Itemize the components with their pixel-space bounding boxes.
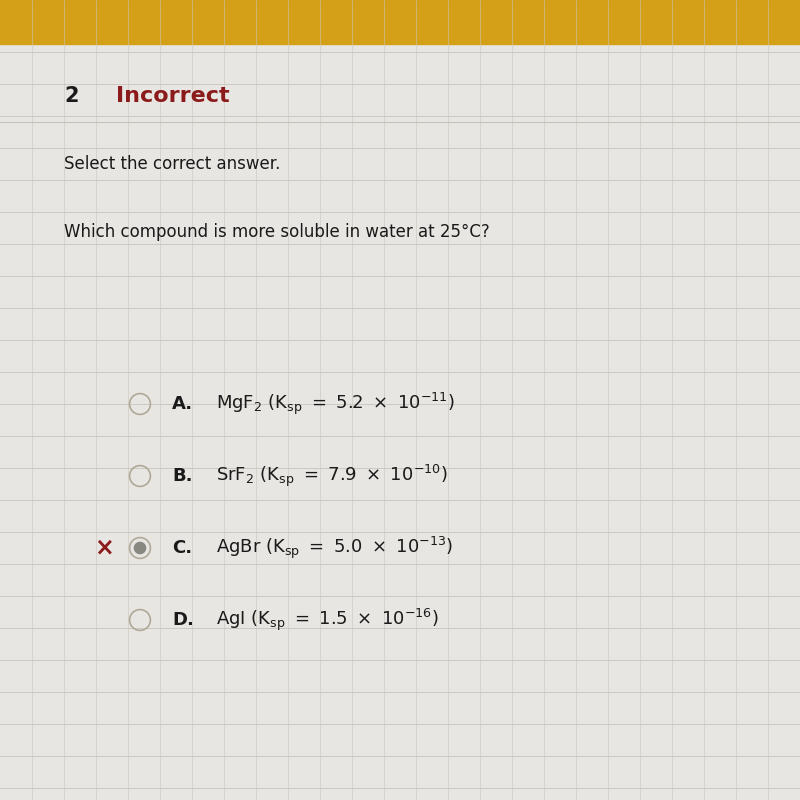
- Text: D.: D.: [172, 611, 194, 629]
- Text: ×: ×: [94, 536, 114, 560]
- Text: B.: B.: [172, 467, 193, 485]
- Circle shape: [134, 542, 146, 554]
- Text: A.: A.: [172, 395, 193, 413]
- Text: Which compound is more soluble in water at 25°C?: Which compound is more soluble in water …: [64, 223, 490, 241]
- Text: $\mathregular{AgI\ (K_{sp}\ =\ 1.5\ \times\ 10^{-16})}$: $\mathregular{AgI\ (K_{sp}\ =\ 1.5\ \tim…: [216, 607, 438, 633]
- Text: 2: 2: [64, 86, 78, 106]
- Text: Select the correct answer.: Select the correct answer.: [64, 155, 280, 173]
- Text: C.: C.: [172, 539, 192, 557]
- Bar: [0, 0, 800, 44]
- Text: $\mathregular{SrF_2\ (K_{sp}\ =\ 7.9\ \times\ 10^{-10})}$: $\mathregular{SrF_2\ (K_{sp}\ =\ 7.9\ \t…: [216, 463, 447, 489]
- Text: Incorrect: Incorrect: [116, 86, 230, 106]
- Text: $\mathregular{AgBr\ (K_{sp}\ =\ 5.0\ \times\ 10^{-13})}$: $\mathregular{AgBr\ (K_{sp}\ =\ 5.0\ \ti…: [216, 535, 454, 561]
- Text: $\mathregular{MgF_2\ (K_{sp}\ =\ 5.2\ \times\ 10^{-11})}$: $\mathregular{MgF_2\ (K_{sp}\ =\ 5.2\ \t…: [216, 391, 454, 417]
